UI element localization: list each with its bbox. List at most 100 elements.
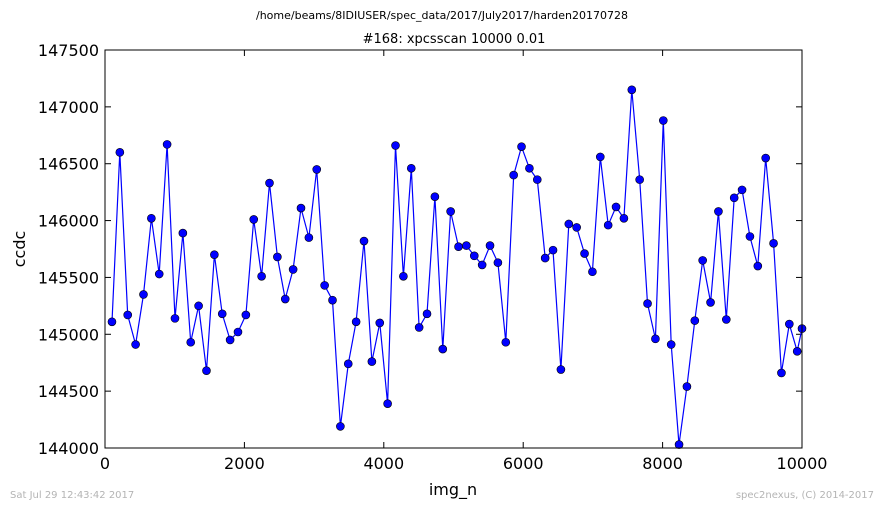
data-point — [312, 165, 322, 174]
data-point — [658, 116, 668, 125]
data-point — [493, 258, 503, 267]
data-point — [194, 301, 203, 311]
data-point — [406, 163, 416, 173]
data-point — [359, 236, 369, 246]
data-point — [383, 399, 392, 408]
data-point — [611, 202, 621, 212]
data-point — [682, 382, 692, 391]
data-point — [706, 298, 715, 307]
data-series — [107, 85, 807, 449]
data-point — [391, 141, 400, 150]
data-point — [485, 241, 495, 250]
data-point — [438, 344, 448, 354]
data-point — [462, 241, 471, 250]
x-tick-label: 4000 — [363, 454, 404, 473]
data-point — [635, 175, 644, 184]
data-point — [241, 310, 251, 320]
data-point — [729, 193, 739, 203]
y-tick-label: 144000 — [38, 439, 99, 458]
data-point — [399, 271, 408, 281]
data-point — [469, 251, 479, 261]
data-point — [154, 269, 164, 279]
data-point — [777, 368, 786, 378]
data-point — [210, 250, 219, 259]
data-point — [737, 185, 747, 195]
data-point — [367, 357, 377, 366]
chart-title: #168: xpcsscan 10000 0.01 — [363, 32, 546, 47]
data-point — [178, 228, 188, 238]
y-tick-label: 146000 — [38, 212, 99, 231]
data-point — [304, 233, 314, 242]
data-point — [769, 239, 778, 248]
data-point — [477, 260, 487, 270]
x-axis-label: img_n — [429, 480, 477, 500]
data-point — [532, 175, 542, 184]
data-point — [501, 337, 511, 347]
data-point — [273, 252, 282, 262]
x-tick-label: 2000 — [224, 454, 265, 473]
footer-timestamp: Sat Jul 29 12:43:42 2017 — [10, 490, 134, 501]
series-line — [111, 89, 803, 445]
data-point — [785, 319, 794, 329]
x-tick-label: 10000 — [777, 454, 828, 473]
data-point — [249, 215, 259, 224]
data-point — [580, 249, 589, 258]
figure-suptitle: /home/beams/8IDIUSER/spec_data/2017/July… — [256, 9, 628, 22]
data-point — [666, 340, 676, 349]
data-point — [225, 335, 235, 345]
data-point — [430, 192, 440, 201]
data-point — [603, 220, 613, 230]
data-point — [548, 245, 558, 255]
y-tick-label: 145000 — [38, 325, 99, 344]
data-point — [446, 207, 455, 216]
data-point — [698, 256, 707, 265]
data-point — [595, 152, 605, 162]
data-point — [714, 207, 723, 216]
y-tick-label: 147000 — [38, 98, 99, 117]
data-point — [280, 294, 290, 304]
data-point — [414, 323, 424, 332]
data-point — [627, 85, 637, 95]
data-point — [296, 203, 306, 213]
data-point — [588, 267, 597, 277]
data-point — [320, 281, 329, 290]
data-point — [257, 271, 266, 281]
data-point — [761, 153, 770, 163]
x-tick-label: 8000 — [642, 454, 683, 473]
data-point — [643, 299, 652, 308]
data-point — [288, 265, 298, 274]
y-tick-label: 145500 — [38, 268, 99, 287]
data-point — [131, 340, 140, 349]
data-point — [202, 366, 211, 375]
data-point — [753, 261, 763, 271]
data-point — [343, 359, 353, 369]
data-point — [651, 334, 660, 344]
x-tick-label: 6000 — [503, 454, 544, 473]
data-point — [162, 140, 172, 149]
plot-frame — [104, 49, 803, 449]
y-tick-label: 146500 — [38, 155, 99, 174]
data-point — [556, 365, 566, 374]
data-point — [336, 422, 345, 431]
data-point — [375, 318, 385, 328]
x-tick-label: 0 — [100, 454, 110, 473]
data-point — [186, 337, 196, 347]
y-axis-label: ccdc — [10, 231, 29, 268]
data-point — [351, 317, 361, 327]
footer-credit: spec2nexus, (C) 2014-2017 — [736, 490, 874, 501]
data-point — [792, 347, 802, 356]
data-point — [422, 309, 432, 319]
data-point — [217, 309, 227, 319]
data-point — [328, 295, 337, 305]
data-point — [233, 327, 243, 337]
data-point — [265, 178, 274, 188]
y-tick-label: 147500 — [38, 41, 99, 60]
data-point — [745, 232, 755, 241]
data-point — [674, 440, 684, 449]
data-point — [517, 142, 526, 151]
data-point — [454, 242, 463, 252]
data-point — [509, 170, 518, 180]
data-point — [572, 223, 581, 232]
data-point — [619, 213, 629, 223]
data-point — [564, 219, 574, 229]
